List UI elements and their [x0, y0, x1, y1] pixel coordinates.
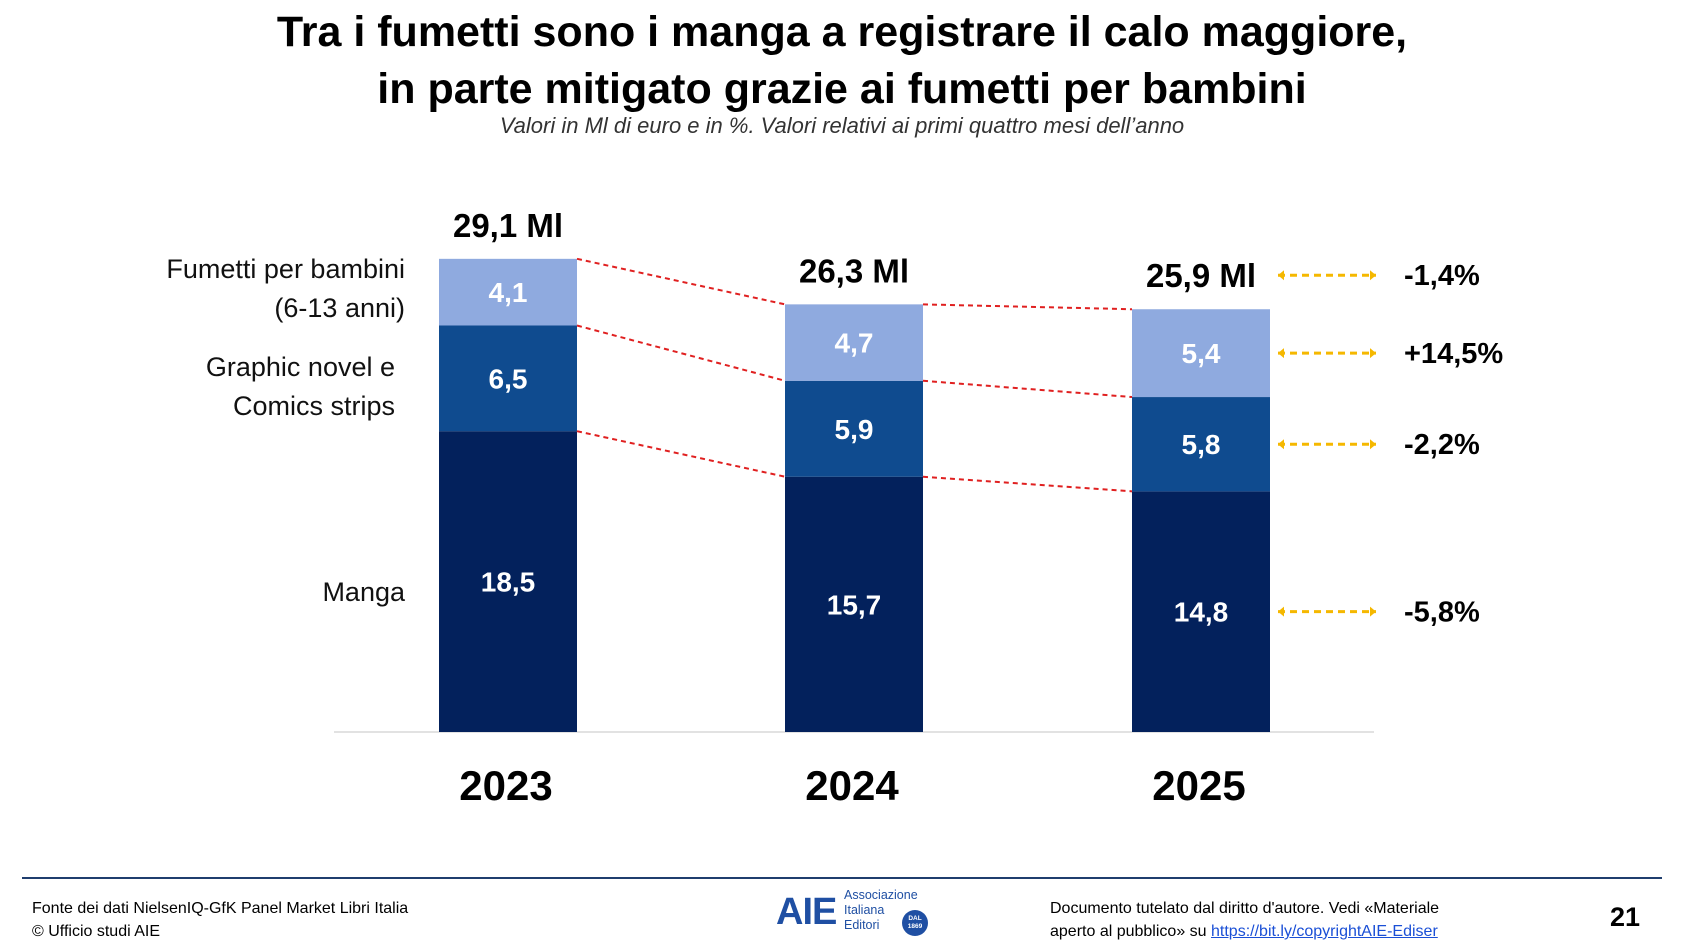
bar-manga-2023	[439, 431, 577, 732]
change-arrow-graphic-arrowhead-left	[1278, 439, 1284, 450]
value-label-fumetti-2023: 4,1	[489, 277, 528, 308]
value-label-manga-2024: 15,7	[827, 589, 882, 620]
title-line-2: in parte mitigato grazie ai fumetti per …	[377, 65, 1307, 113]
series-label-graphic-line2: Comics strips	[232, 391, 395, 421]
total-label-2025: 25,9 Ml	[1146, 257, 1256, 294]
series-label-manga-text: Manga	[322, 577, 405, 607]
change-arrow-manga-arrowhead-left	[1278, 606, 1284, 617]
value-label-fumetti-2025: 5,4	[1182, 338, 1221, 369]
change-arrow-total-label: -1,4%	[1404, 260, 1480, 292]
total-label-2024: 26,3 Ml	[799, 252, 909, 289]
connector-line-1-0	[576, 324, 786, 382]
change-arrow-fumetti-arrowhead-right	[1370, 348, 1376, 359]
x-tick-label-2023: 2023	[459, 762, 552, 809]
value-label-fumetti-2024: 4,7	[835, 328, 874, 359]
logo-badge-line1: DAL	[908, 915, 922, 922]
series-label-kids: Fumetti per bambini (6-13 anni)	[80, 250, 405, 328]
logo-badge: DAL 1869	[902, 910, 928, 936]
page-number: 21	[1610, 902, 1641, 932]
change-arrow-manga-label: -5,8%	[1404, 597, 1480, 629]
x-tick-label-2025: 2025	[1152, 762, 1245, 809]
logo-mark: AIE	[776, 891, 837, 933]
footer-copyright-line2: aperto al pubblico» su https://bit.ly/co…	[1050, 920, 1439, 943]
series-label-graphic: Graphic novel e Comics strips	[80, 348, 395, 426]
value-label-manga-2023: 18,5	[481, 567, 536, 598]
logo-line1: Associazione	[844, 888, 918, 902]
footer-source-line1: Fonte dei dati NielsenIQ-GfK Panel Marke…	[32, 900, 409, 917]
series-label-kids-line2: (6-13 anni)	[274, 293, 405, 323]
x-tick-label-2024: 2024	[805, 762, 899, 809]
connector-line-2-1	[922, 303, 1133, 311]
series-label-kids-line1: Fumetti per bambini	[166, 254, 405, 284]
connector-line-1-1	[922, 379, 1133, 399]
bar-manga-2025	[1132, 491, 1270, 732]
total-label-2023: 29,1 Ml	[453, 207, 563, 244]
footer-source-line2: © Ufficio studi AIE	[32, 923, 160, 940]
value-label-manga-2025: 14,8	[1174, 597, 1229, 628]
bar-graphic-2025	[1132, 397, 1270, 492]
change-arrow-graphic-label: -2,2%	[1404, 429, 1480, 461]
series-label-manga: Manga	[80, 573, 405, 612]
footer-copyright-line1: Documento tutelato dal diritto d'autore.…	[1050, 900, 1440, 917]
bar-fumetti-2025	[1132, 309, 1270, 398]
logo-line2: Italiana	[844, 903, 885, 917]
copyright-link[interactable]: https://bit.ly/copyrightAIE-Ediser	[1211, 923, 1438, 940]
footer-copyright: Documento tutelato dal diritto d'autore.…	[1050, 897, 1439, 943]
change-arrow-manga-arrowhead-right	[1370, 606, 1376, 617]
connector-line-0-1	[922, 475, 1133, 493]
change-arrow-total-arrowhead-right	[1370, 270, 1376, 281]
connector-line-0-0	[576, 430, 786, 478]
subtitle: Valori in Ml di euro e in %. Valori rela…	[499, 113, 1185, 138]
series-label-graphic-line1: Graphic novel e	[205, 352, 395, 382]
aie-logo: AIE Associazione Italiana Editori DAL 18…	[776, 888, 936, 936]
change-arrow-fumetti-label: +14,5%	[1404, 338, 1503, 370]
change-arrow-total-arrowhead-left	[1278, 270, 1284, 281]
change-arrow-fumetti-arrowhead-left	[1278, 348, 1284, 359]
title-line-1: Tra i fumetti sono i manga a registrare …	[276, 8, 1408, 56]
logo-text: Associazione Italiana Editori	[844, 888, 918, 933]
footer-copyright-prefix: aperto al pubblico» su	[1050, 923, 1207, 940]
bar-fumetti-2024	[785, 304, 923, 381]
bar-manga-2024	[785, 476, 923, 732]
stacked-bar-chart: 18,5 6,5 4,1 29,1 Ml 2023 15,7 5,9 4,7 26,3 Ml 20…	[334, 207, 1503, 809]
page-title: Tra i fumetti sono i manga a registrare …	[0, 4, 1684, 118]
value-label-graphic-2024: 5,9	[835, 414, 874, 445]
logo-line3: Editori	[844, 918, 880, 932]
bar-fumetti-2023	[439, 258, 577, 326]
footer-divider	[22, 877, 1662, 879]
bar-graphic-2024	[785, 380, 923, 477]
value-label-graphic-2025: 5,8	[1182, 429, 1221, 460]
bar-graphic-2023	[439, 325, 577, 432]
logo-badge-line2: 1869	[907, 923, 923, 930]
value-label-graphic-2023: 6,5	[489, 363, 528, 394]
footer-source: Fonte dei dati NielsenIQ-GfK Panel Marke…	[32, 897, 408, 943]
connector-line-2-0	[576, 257, 786, 306]
change-arrow-graphic-arrowhead-right	[1370, 439, 1376, 450]
